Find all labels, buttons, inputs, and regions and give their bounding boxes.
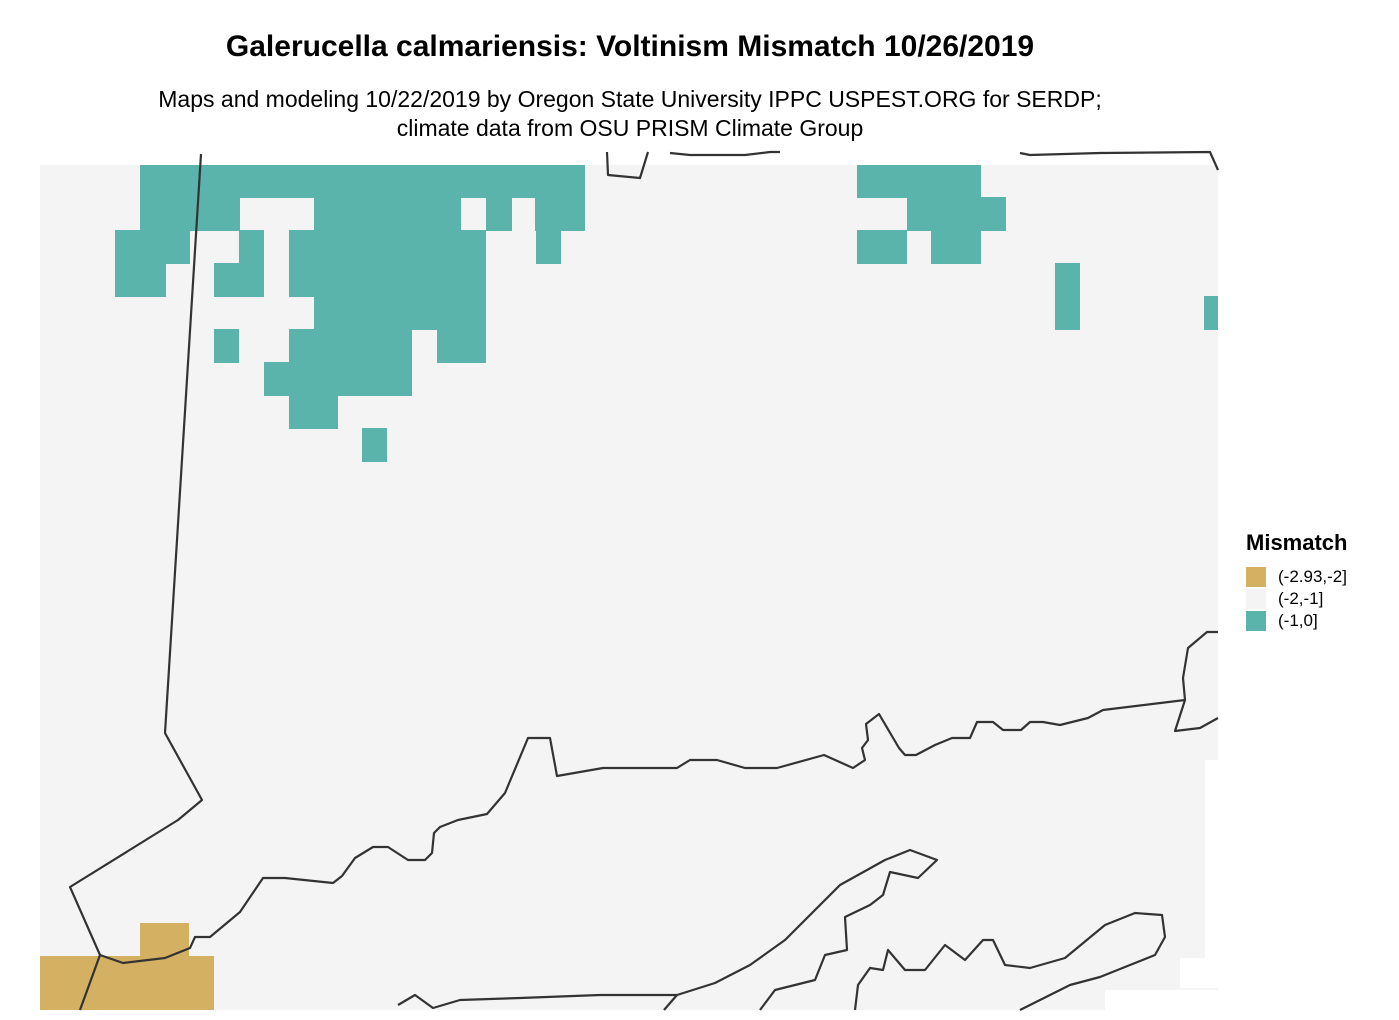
mismatch-cells-tan [40,923,214,1010]
legend-label: (-2,-1] [1278,589,1324,608]
legend-item: (-2.93,-2] [1246,566,1347,588]
coastline-island [663,848,939,1011]
coastline [1173,699,1219,733]
map-background [40,165,1218,1010]
legend-title: Mismatch [1246,530,1348,555]
boundary-lines [68,150,1220,1011]
coastline-island [853,911,1167,1011]
legend-label: (-2.93,-2] [1278,567,1347,586]
legend-swatch-tan [1246,567,1266,587]
map-edge-mask [1105,990,1220,1015]
coastline-north [669,150,780,157]
legend-item: (-1,0] [1246,610,1347,632]
map-edge-mask [1180,958,1220,988]
legend-label: (-1,0] [1278,611,1318,630]
map-title: Galerucella calmariensis: Voltinism Mism… [225,30,1035,63]
mismatch-map [40,150,1220,1015]
coastline-island [397,993,677,1010]
map-subtitle: Maps and modeling 10/22/2019 by Oregon S… [158,86,1102,141]
legend: Mismatch (-2.93,-2] (-2,-1] (-1,0] [1246,530,1347,632]
map-edge-mask [1205,760,1220,960]
legend-swatch-gray [1246,589,1266,609]
legend-item: (-2,-1] [1246,588,1347,610]
legend-swatch-teal [1246,611,1266,631]
coastline-north [1019,150,1220,171]
coastline [99,630,1218,965]
mismatch-cells-teal [115,165,1218,462]
coastline-north [605,151,650,180]
